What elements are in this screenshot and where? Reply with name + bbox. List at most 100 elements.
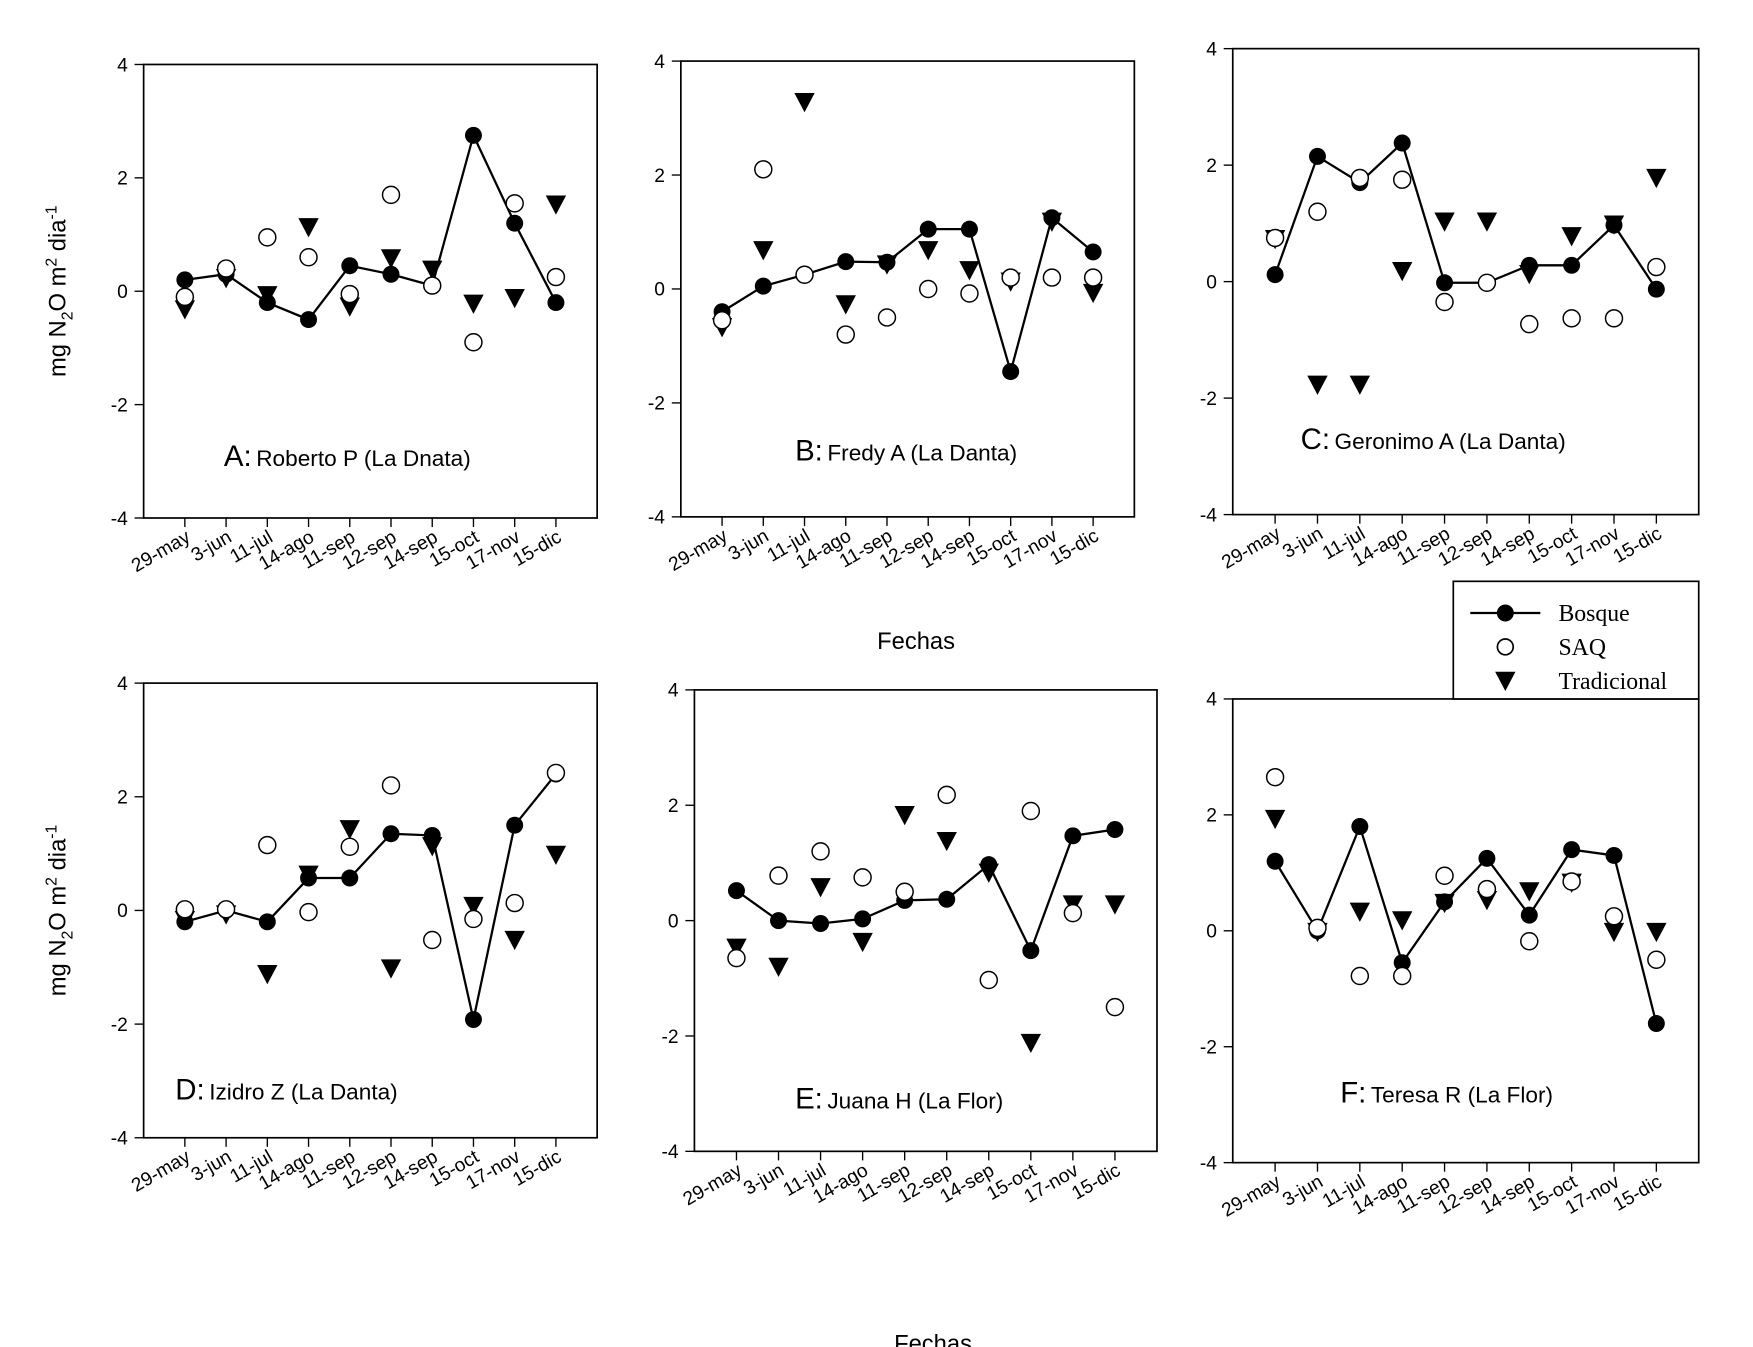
panel-letter: A: bbox=[224, 440, 252, 473]
tradicional-point bbox=[1519, 882, 1540, 902]
plot-frame bbox=[693, 689, 1158, 1153]
bosque-point bbox=[938, 890, 956, 908]
y-axis-label-part: O m bbox=[45, 267, 72, 312]
saq-point bbox=[811, 842, 830, 861]
legend-bosque-marker bbox=[1496, 604, 1514, 622]
y-tick-label: 2 bbox=[1206, 806, 1217, 827]
x-axis-label-top: Fechas bbox=[877, 628, 955, 655]
saq-point bbox=[216, 900, 236, 919]
panel-e: 420-2-429-may3-jun11-jul14-ago11-sep12-s… bbox=[661, 681, 1158, 1210]
tradicional-point bbox=[174, 300, 196, 320]
saq-point bbox=[937, 785, 956, 805]
bosque-point bbox=[1308, 147, 1326, 165]
saq-point bbox=[1063, 903, 1083, 923]
tradicional-point bbox=[504, 288, 525, 309]
bosque-point bbox=[258, 913, 276, 931]
tradicional-point bbox=[339, 820, 360, 840]
x-tick-label: 15-dic bbox=[1610, 1171, 1666, 1216]
legend-saq-marker bbox=[1496, 638, 1515, 656]
saq-point bbox=[546, 267, 566, 287]
saq-point bbox=[546, 763, 566, 783]
y-axis-label-part: 2 bbox=[59, 311, 76, 320]
bosque-point bbox=[341, 869, 359, 887]
saq-point bbox=[960, 284, 979, 303]
tradicional-point bbox=[794, 93, 815, 113]
y-tick-label: 2 bbox=[117, 788, 128, 809]
saq-point bbox=[979, 970, 998, 990]
saq-point bbox=[1647, 257, 1666, 277]
saq-point bbox=[1520, 932, 1539, 951]
y-axis-label-part: -1 bbox=[44, 205, 61, 219]
panel-name: Roberto P (La Dnata) bbox=[256, 446, 471, 471]
tradicional-point bbox=[1349, 375, 1371, 395]
bosque-point bbox=[1563, 256, 1581, 274]
y-axis-label: mg N2O m2 dia-1 bbox=[44, 205, 77, 377]
y-tick-label: -2 bbox=[661, 1027, 678, 1048]
tradicional-point bbox=[810, 878, 831, 898]
y-axis-label: mg N2O m2 dia-1 bbox=[44, 824, 77, 996]
x-tick-label: 3-jun bbox=[1279, 1171, 1327, 1211]
saq-point bbox=[1647, 950, 1666, 969]
saq-point bbox=[1105, 997, 1125, 1017]
legend-label-bosque: Bosque bbox=[1558, 601, 1629, 627]
tradicional-point bbox=[1646, 168, 1667, 189]
y-tick-label: -2 bbox=[1200, 1038, 1217, 1059]
saq-point bbox=[836, 325, 855, 344]
saq-point bbox=[853, 868, 872, 887]
saq-point bbox=[1308, 202, 1327, 221]
tradicional-point bbox=[422, 260, 443, 280]
bosque-point bbox=[754, 277, 772, 295]
tradicional-point bbox=[1392, 911, 1413, 931]
bosque-point bbox=[1647, 280, 1665, 298]
bosque-point bbox=[1436, 274, 1454, 292]
saq-point bbox=[299, 902, 318, 922]
tradicional-point bbox=[545, 845, 567, 865]
bosque-point bbox=[423, 826, 441, 844]
panel-name: Geronimo A (La Danta) bbox=[1335, 429, 1566, 454]
saq-point bbox=[727, 948, 746, 968]
saq-point bbox=[712, 311, 732, 330]
bosque-point bbox=[176, 913, 194, 931]
saq-point bbox=[1001, 268, 1020, 287]
x-tick-label: 15-dic bbox=[1047, 525, 1103, 570]
bosque-line bbox=[184, 773, 557, 1020]
y-tick-label: 4 bbox=[668, 681, 679, 702]
saq-point bbox=[1562, 309, 1581, 328]
tradicional-point bbox=[1434, 212, 1455, 232]
saq-point bbox=[1392, 966, 1412, 986]
panel-title: F: Teresa R (La Flor) bbox=[1340, 1077, 1553, 1110]
bosque-point bbox=[1647, 1015, 1665, 1033]
saq-point bbox=[1265, 228, 1285, 248]
panel-letter: C: bbox=[1301, 423, 1330, 456]
saq-point bbox=[423, 276, 442, 295]
panel-letter: F: bbox=[1340, 1077, 1366, 1110]
saq-point bbox=[464, 333, 483, 352]
tradicional-point bbox=[936, 831, 957, 852]
saq-point bbox=[175, 900, 195, 919]
saq-point bbox=[258, 228, 277, 247]
tradicional-point bbox=[1349, 902, 1371, 922]
y-tick-label: 0 bbox=[1206, 922, 1217, 943]
x-tick-label: 15-dic bbox=[1068, 1160, 1124, 1205]
panel-b: 420-2-429-may3-jun11-jul14-ago11-sep12-s… bbox=[648, 52, 1136, 576]
saq-point bbox=[895, 882, 914, 901]
legend-label-tradicional: Tradicional bbox=[1558, 669, 1667, 695]
saq-point bbox=[505, 893, 524, 913]
saq-point bbox=[1562, 872, 1581, 891]
saq-point bbox=[1265, 767, 1285, 787]
panel-title: E: Juana H (La Flor) bbox=[795, 1082, 1003, 1115]
plot-frame bbox=[142, 682, 598, 1139]
bosque-point bbox=[960, 220, 978, 238]
bosque-point bbox=[727, 882, 745, 900]
bosque-point bbox=[464, 126, 482, 144]
bosque-point bbox=[1064, 827, 1082, 845]
tradicional-point bbox=[545, 195, 567, 215]
tradicional-point bbox=[504, 930, 525, 951]
y-axis-label-part: mg N bbox=[45, 939, 72, 996]
bosque-point bbox=[1436, 893, 1454, 911]
panel-title: C: Geronimo A (La Danta) bbox=[1301, 423, 1566, 456]
tradicional-point bbox=[852, 932, 873, 953]
y-tick-label: -4 bbox=[111, 509, 128, 530]
bosque-point bbox=[1478, 849, 1496, 867]
